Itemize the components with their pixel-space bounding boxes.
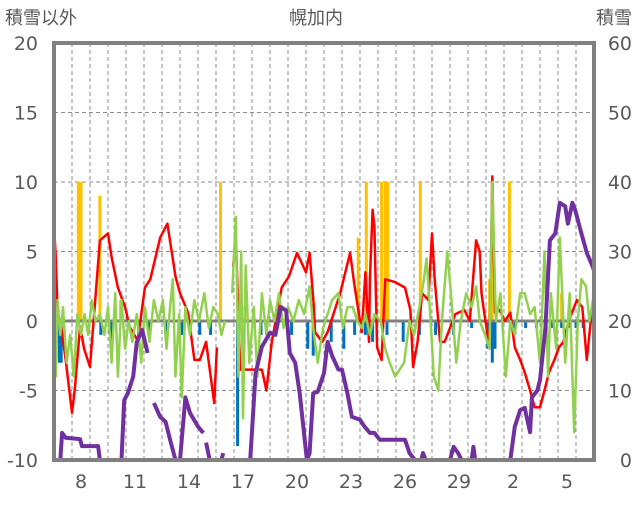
right-tick-label: 40	[608, 172, 632, 194]
x-tick-label: 17	[231, 471, 255, 493]
blue-bar	[490, 321, 494, 363]
blue-bar	[290, 321, 294, 335]
blue-bar	[110, 321, 114, 342]
left-tick-label: 0	[26, 311, 38, 333]
left-tick-label: 10	[14, 172, 38, 194]
blue-bar	[57, 321, 61, 363]
right-axis-label: 積雪	[596, 8, 632, 29]
right-tick-label: 0	[620, 450, 632, 472]
right-tick-label: 20	[608, 311, 632, 333]
x-tick-label: 23	[339, 471, 363, 493]
blue-bar	[434, 321, 438, 335]
blue-bar	[311, 321, 315, 356]
left-tick-label: 20	[14, 33, 38, 55]
blue-bar	[329, 321, 333, 342]
blue-bar	[401, 321, 405, 342]
grid	[54, 43, 594, 460]
x-tick-label: 8	[75, 471, 87, 493]
x-tick-label: 5	[561, 471, 573, 493]
x-tick-label: 29	[447, 471, 471, 493]
orange-bar	[219, 182, 222, 321]
blue-bar	[371, 321, 375, 342]
left-tick-label: 5	[26, 242, 38, 264]
x-tick-label: 2	[507, 471, 519, 493]
orange-bar	[380, 182, 384, 321]
left-axis-label: 積雪以外	[5, 8, 77, 29]
x-tick-label: 26	[393, 471, 417, 493]
blue-bar	[147, 321, 151, 335]
x-tick-label: 14	[177, 471, 201, 493]
blue-bar	[560, 321, 564, 328]
right-tick-label: 10	[608, 381, 632, 403]
blue-bar	[493, 321, 497, 349]
orange-bar	[76, 182, 80, 321]
right-tick-label: 60	[608, 33, 632, 55]
orange-bar	[79, 182, 83, 321]
blue-bar	[363, 321, 367, 335]
x-tick-label: 11	[123, 471, 147, 493]
blue-bar	[209, 321, 213, 335]
chart-title: 幌加内	[289, 8, 343, 29]
blue-bar	[306, 321, 310, 349]
x-tick-label: 20	[285, 471, 309, 493]
frame	[52, 41, 596, 462]
right-tick-label: 30	[608, 242, 632, 264]
blue-bar	[198, 321, 202, 335]
orange-bar	[98, 195, 102, 321]
left-tick-label: 15	[14, 103, 38, 125]
right-tick-label: 50	[608, 103, 632, 125]
orange-bar	[507, 182, 511, 321]
blue-bar	[385, 321, 389, 335]
orange-bar	[418, 182, 422, 321]
blue-bar	[236, 321, 240, 447]
blue-bar	[59, 321, 63, 363]
left-tick-label: -5	[19, 381, 38, 403]
bars	[54, 182, 585, 447]
green-line	[52, 180, 596, 434]
blue-bar	[99, 321, 103, 335]
left-tick-label: -10	[7, 450, 38, 472]
blue-bar	[342, 321, 346, 349]
blue-bar	[353, 321, 357, 335]
blue-bar	[574, 321, 578, 328]
blue-bar	[524, 321, 528, 328]
plot-frame	[52, 41, 596, 462]
blue-bar	[180, 321, 184, 335]
orange-bar	[356, 237, 360, 321]
orange-bar	[364, 182, 368, 321]
orange-bar	[383, 182, 387, 321]
orange-bar	[386, 182, 390, 321]
blue-bar	[470, 321, 474, 328]
